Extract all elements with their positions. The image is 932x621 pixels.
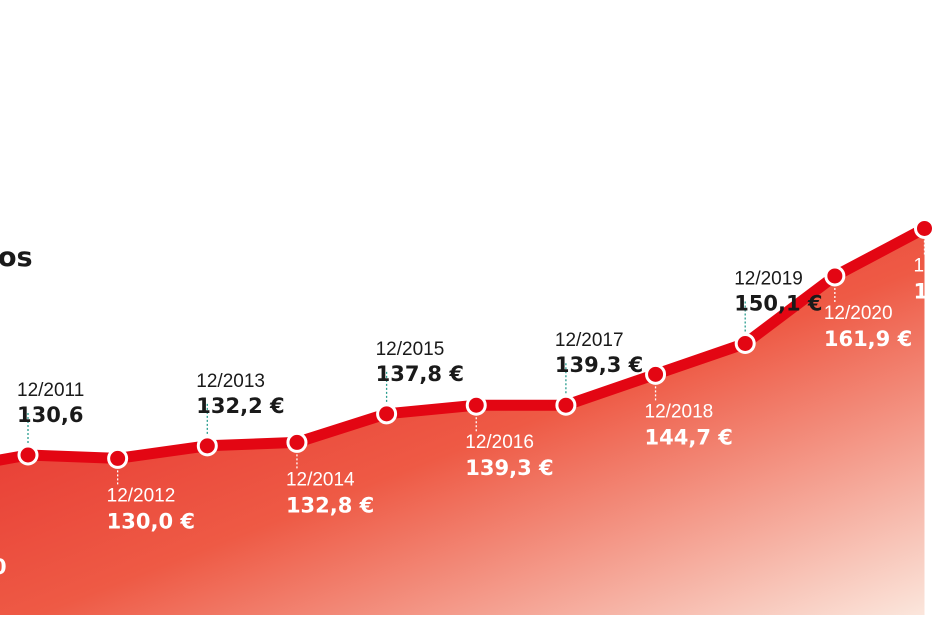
data-point	[376, 403, 398, 425]
date-label: 12/2015	[376, 339, 445, 360]
value-label: 150,1 €	[734, 291, 822, 315]
value-label: 132,2 €	[196, 394, 284, 418]
date-label: 12/2016	[465, 432, 534, 453]
date-label: 12/2019	[734, 268, 803, 289]
data-point	[286, 431, 308, 453]
value-label: 137,8 €	[376, 362, 464, 386]
area-fill	[0, 228, 925, 615]
value-label: 139,3 €	[465, 456, 553, 480]
value-label: 0	[0, 555, 7, 579]
value-label: 161,9 €	[824, 327, 912, 351]
date-label: 12/2011	[17, 380, 84, 401]
data-point	[645, 363, 667, 385]
date-label: 12/	[914, 255, 932, 276]
value-label: 132,8 €	[286, 493, 374, 517]
data-point	[824, 265, 846, 287]
data-point	[196, 435, 218, 457]
value-label: 144,7 €	[645, 425, 733, 449]
data-point	[734, 332, 756, 354]
date-label: 12/2013	[196, 371, 265, 392]
value-label: 130,0 €	[107, 509, 195, 533]
data-point	[914, 217, 932, 239]
value-label: 130,6	[17, 403, 83, 427]
series-line	[0, 223, 930, 466]
data-point	[555, 394, 577, 416]
data-point	[17, 444, 39, 466]
date-label: 12/2020	[824, 303, 893, 324]
leader-lines	[27, 236, 926, 485]
date-label: 12/2018	[645, 401, 714, 422]
date-label: 12/2012	[107, 485, 176, 506]
value-label: 17	[914, 279, 932, 303]
data-point	[107, 447, 129, 469]
data-points	[17, 217, 932, 469]
date-label: 12/2014	[286, 469, 355, 490]
chart-title-fragment: os	[0, 242, 33, 273]
date-label: 12/2017	[555, 330, 624, 351]
value-label: 139,3 €	[555, 353, 643, 377]
data-point	[465, 394, 487, 416]
